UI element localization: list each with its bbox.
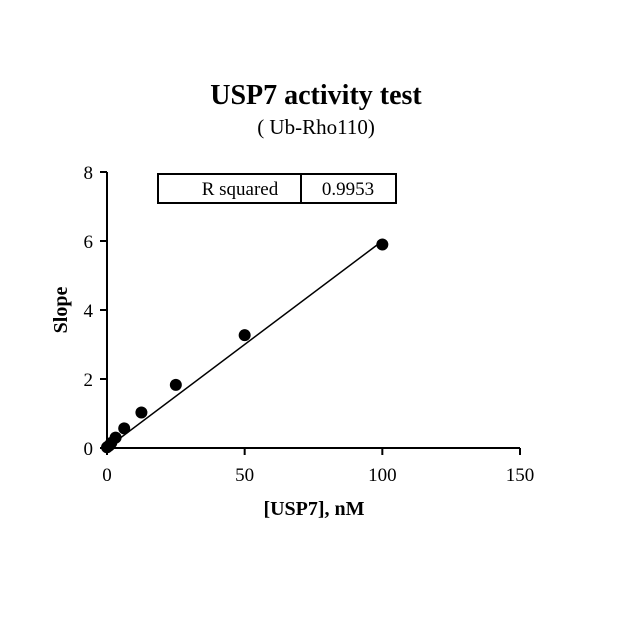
r-squared-box: R squared 0.9953 <box>157 173 397 204</box>
y-tick-label: 4 <box>84 301 94 322</box>
x-tick-label: 100 <box>368 465 397 486</box>
data-point <box>169 378 182 391</box>
x-tick-label: 150 <box>506 465 535 486</box>
chart-subtitle: ( Ub-Rho110) <box>257 115 375 139</box>
x-tick-label: 0 <box>102 465 112 486</box>
data-points <box>101 238 389 454</box>
x-axis-label: [USP7], nM <box>263 498 364 520</box>
chart-title: USP7 activity test <box>210 80 422 111</box>
x-tick-label: 50 <box>235 465 254 486</box>
y-tick-label: 0 <box>84 439 94 460</box>
r-squared-label: R squared <box>202 179 279 200</box>
data-point <box>238 329 251 342</box>
x-ticks: 0 50 100 150 <box>102 448 534 486</box>
y-axis-label: Slope <box>50 287 72 334</box>
data-point <box>109 431 122 444</box>
data-point <box>376 238 389 251</box>
data-point <box>118 422 131 435</box>
r-squared-box-border <box>157 173 397 204</box>
y-tick-label: 2 <box>84 370 94 391</box>
fit-line <box>106 240 383 449</box>
data-point <box>135 406 148 419</box>
r-squared-value: 0.9953 <box>322 179 374 200</box>
y-ticks: 0 2 4 6 8 <box>84 163 107 460</box>
y-tick-label: 8 <box>84 163 94 184</box>
y-tick-label: 6 <box>84 232 94 253</box>
